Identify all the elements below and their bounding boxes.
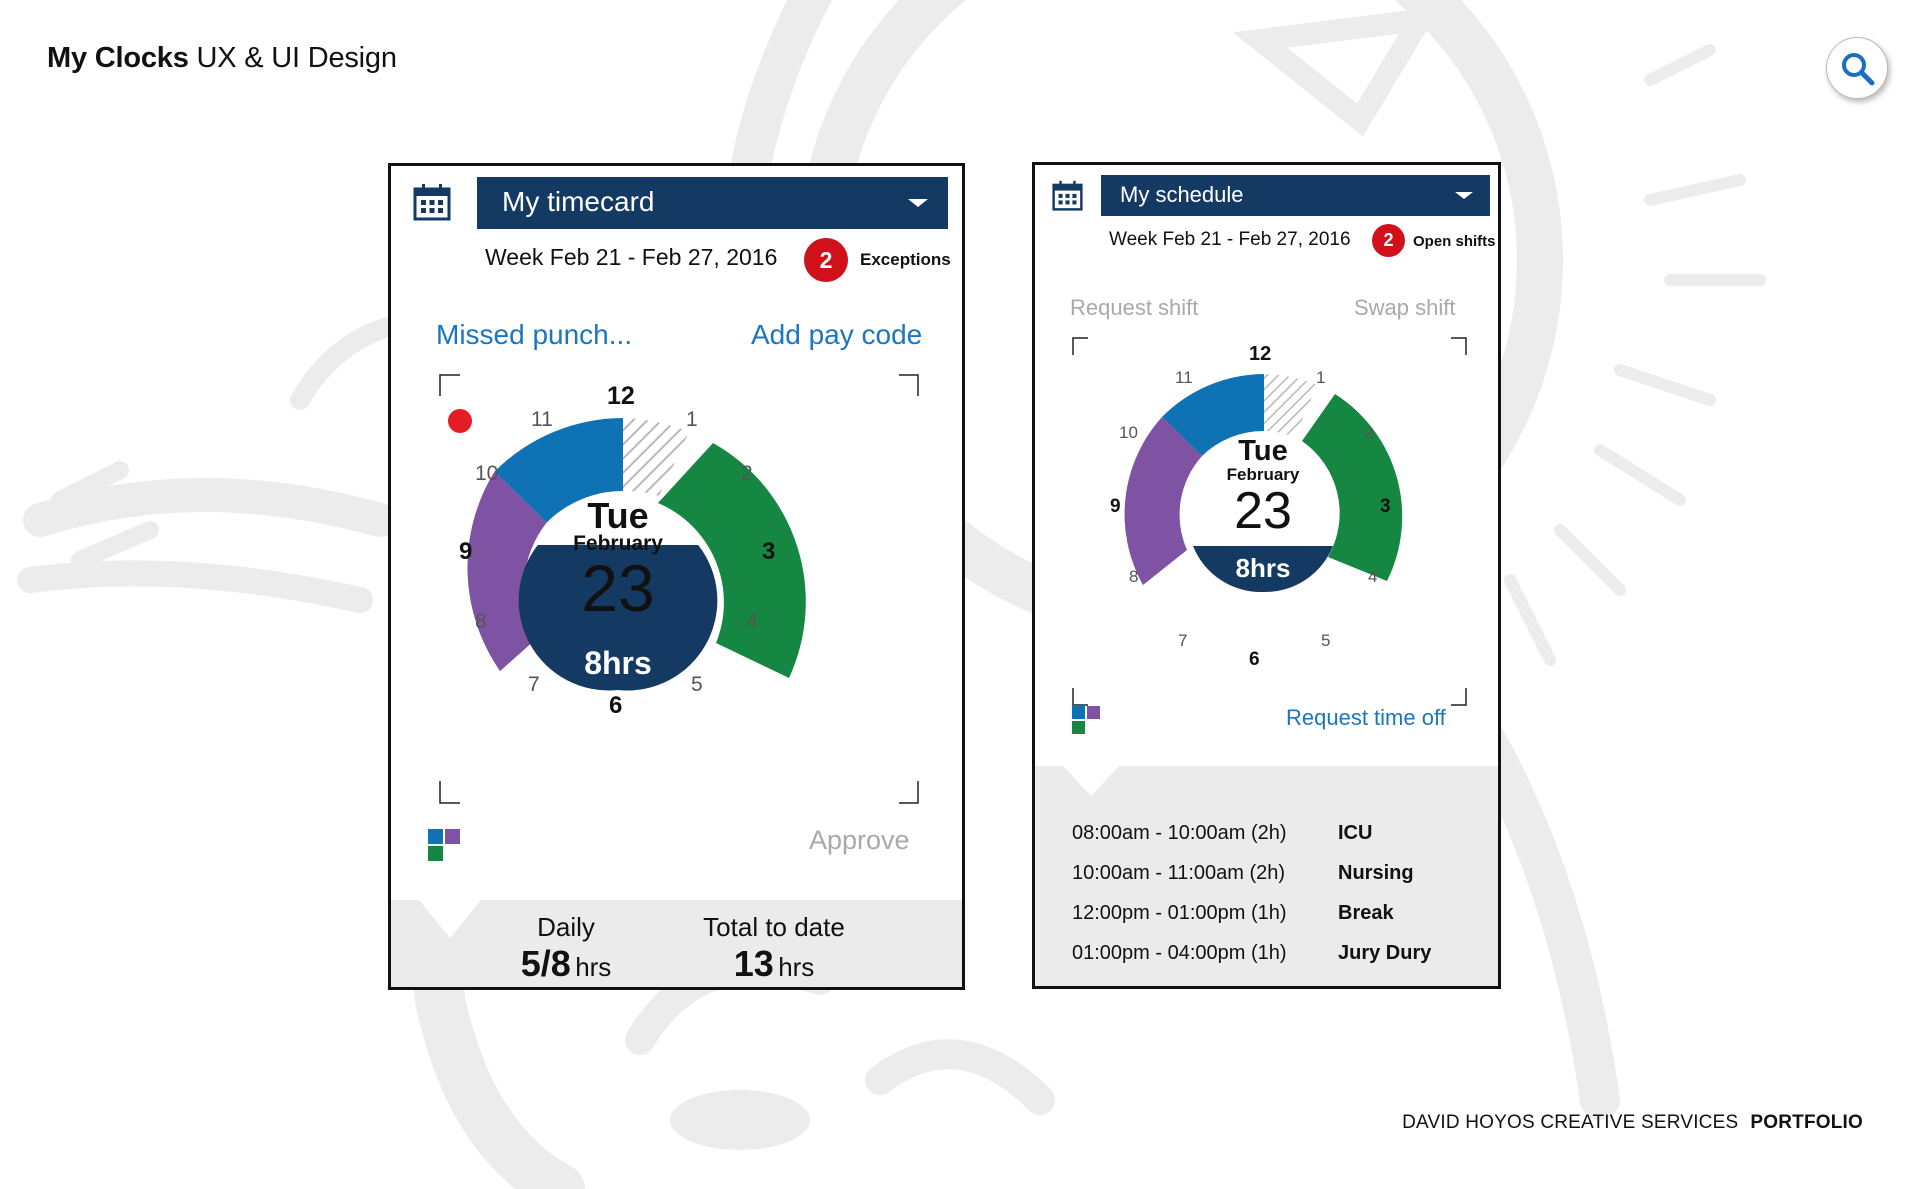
clock-number-2: 2 <box>741 462 753 485</box>
legend-squares-icon[interactable] <box>1072 706 1100 734</box>
daily-label: Daily <box>537 912 595 942</box>
clock-number-12: 12 <box>607 382 635 410</box>
hours-banner <box>1193 546 1333 593</box>
footer-company: DAVID HOYOS CREATIVE SERVICES <box>1402 1112 1739 1133</box>
week-range: Week Feb 21 - Feb 27, 2016 <box>485 244 778 270</box>
clock-day: Tue <box>587 495 649 536</box>
shift-time: 12:00pm - 01:00pm (1h) <box>1072 902 1287 924</box>
shift-time: 08:00am - 10:00am (2h) <box>1072 822 1287 844</box>
clock-number-12: 12 <box>1249 343 1272 365</box>
clock-number-4: 4 <box>1368 567 1378 586</box>
clock-segment-purple-lower[interactable] <box>474 536 536 671</box>
clock-hours: 8hrs <box>1235 553 1291 583</box>
week-range: Week Feb 21 - Feb 27, 2016 <box>1109 229 1351 250</box>
clock-number-6: 6 <box>1249 649 1260 670</box>
clock-number-8: 8 <box>1129 567 1139 586</box>
corner-brackets <box>439 374 919 804</box>
daily-value: 5/8 <box>520 943 571 984</box>
timecard-dropdown[interactable]: My timecard <box>477 177 948 229</box>
timecard-clock[interactable] <box>391 166 965 990</box>
clock-number-10: 10 <box>1119 423 1138 442</box>
summary-panel: Daily 5/8 hrs Total to date 13 hrs <box>391 900 962 987</box>
footer: DAVID HOYOS CREATIVE SERVICES PORTFOLIO <box>1402 1112 1863 1134</box>
request-time-off-link[interactable]: Request time off <box>1286 705 1446 730</box>
clock-number-5: 5 <box>1321 631 1331 650</box>
daily-summary: Daily 5/8 hrs <box>491 912 641 985</box>
swap-shift-link[interactable]: Swap shift <box>1354 295 1456 320</box>
missed-punch-link[interactable]: Missed punch... <box>436 319 633 350</box>
clock-segment-green[interactable] <box>658 443 806 678</box>
shift-dept: Break <box>1338 902 1394 924</box>
exceptions-badge[interactable]: 2 <box>804 238 848 282</box>
chevron-down-icon <box>1455 192 1473 199</box>
page-title: My Clocks UX & UI Design <box>47 42 397 75</box>
schedule-screen: My schedule Week Feb 21 - Feb 27, 2016 2… <box>1032 162 1501 989</box>
clock-number-9: 9 <box>459 538 473 565</box>
hours-banner <box>518 545 718 691</box>
corner-brackets <box>1072 337 1467 706</box>
calendar-icon[interactable] <box>413 183 451 221</box>
legend-squares-icon[interactable] <box>428 829 460 861</box>
shift-time: 01:00pm - 04:00pm (1h) <box>1072 942 1287 964</box>
red-dot-icon[interactable] <box>448 409 472 433</box>
schedule-dropdown[interactable]: My schedule <box>1101 175 1490 216</box>
shift-dept: Jury Dury <box>1338 942 1432 964</box>
clock-number-6: 6 <box>609 692 623 719</box>
clock-day: Tue <box>1238 435 1288 467</box>
list-pointer <box>1063 766 1119 796</box>
clock-number-8: 8 <box>475 610 487 633</box>
shift-list-panel: 08:00am - 10:00am (2h) ICU 10:00am - 11:… <box>1035 766 1498 986</box>
chevron-down-icon <box>908 199 928 207</box>
total-unit: hrs <box>778 952 815 982</box>
total-value: 13 <box>733 943 774 984</box>
clock-segment-hatched[interactable] <box>1264 374 1317 437</box>
total-label: Total to date <box>703 912 845 942</box>
clock-segment-hatched[interactable] <box>623 418 689 496</box>
clock-segment-green[interactable] <box>1302 394 1403 581</box>
dropdown-label: My schedule <box>1120 182 1244 207</box>
daily-unit: hrs <box>575 952 612 982</box>
clock-number-4: 4 <box>746 610 758 633</box>
page-title-rest: UX & UI Design <box>188 42 397 74</box>
clock-number-9: 9 <box>1110 496 1121 517</box>
clock-number-11: 11 <box>1175 368 1193 387</box>
clock-segment-purple[interactable] <box>1124 417 1202 585</box>
timecard-screen: My timecard Week Feb 21 - Feb 27, 2016 2… <box>388 163 965 990</box>
open-shifts-label[interactable]: Open shifts <box>1413 233 1496 250</box>
search-button[interactable] <box>1826 37 1888 99</box>
clock-number-7: 7 <box>1178 631 1188 650</box>
dropdown-label: My timecard <box>502 186 655 217</box>
clock-segment-blue[interactable] <box>1162 374 1264 456</box>
clock-date: 23 <box>581 551 655 625</box>
clock-segment-blue[interactable] <box>494 418 623 523</box>
summary-pointer <box>419 900 481 938</box>
approve-button[interactable]: Approve <box>809 825 910 855</box>
clock-hours: 8hrs <box>584 645 652 681</box>
clock-number-11: 11 <box>531 408 553 431</box>
shift-dept: ICU <box>1338 822 1373 844</box>
clock-month: February <box>1226 465 1300 484</box>
clock-number-3: 3 <box>1380 496 1391 517</box>
clock-number-5: 5 <box>691 673 703 696</box>
calendar-icon[interactable] <box>1052 180 1083 211</box>
clock-number-2: 2 <box>1364 423 1374 442</box>
request-shift-link[interactable]: Request shift <box>1070 295 1199 320</box>
clock-date: 23 <box>1234 482 1292 540</box>
page-title-bold: My Clocks <box>47 42 189 74</box>
clock-number-7: 7 <box>528 673 540 696</box>
shift-dept: Nursing <box>1338 862 1414 884</box>
open-shifts-badge[interactable]: 2 <box>1372 224 1405 257</box>
clock-number-10: 10 <box>475 462 499 485</box>
clock-month: February <box>573 532 663 555</box>
schedule-clock[interactable] <box>1035 165 1501 989</box>
total-summary: Total to date 13 hrs <box>679 912 869 985</box>
shift-time: 10:00am - 11:00am (2h) <box>1072 862 1286 884</box>
clock-number-1: 1 <box>686 408 698 431</box>
clock-number-3: 3 <box>762 538 776 565</box>
search-icon <box>1842 53 1875 86</box>
exceptions-label[interactable]: Exceptions <box>860 250 951 269</box>
footer-section: PORTFOLIO <box>1750 1112 1863 1133</box>
add-pay-code-link[interactable]: Add pay code <box>751 319 923 350</box>
clock-number-1: 1 <box>1316 368 1326 387</box>
